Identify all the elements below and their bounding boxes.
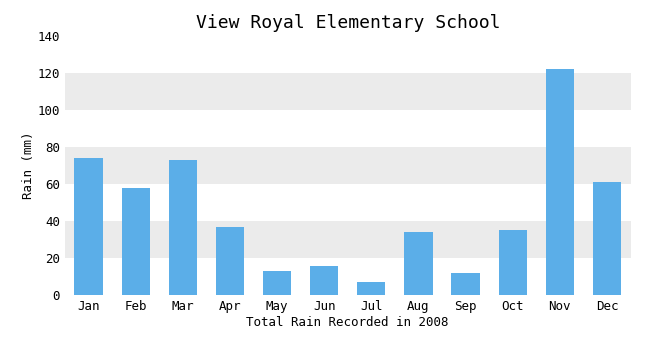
Title: View Royal Elementary School: View Royal Elementary School: [196, 14, 500, 32]
Bar: [216, 227, 244, 295]
Bar: [74, 158, 103, 295]
Bar: [451, 273, 480, 295]
Bar: [545, 69, 574, 295]
Bar: [65, 147, 630, 184]
Bar: [65, 73, 630, 110]
Bar: [593, 182, 621, 295]
Bar: [404, 232, 433, 295]
Bar: [358, 282, 385, 295]
Bar: [65, 258, 630, 295]
Bar: [65, 36, 630, 73]
Bar: [65, 184, 630, 221]
Bar: [122, 188, 150, 295]
Bar: [310, 266, 338, 295]
Bar: [65, 110, 630, 147]
Bar: [499, 230, 526, 295]
Bar: [263, 271, 291, 295]
Bar: [65, 221, 630, 258]
X-axis label: Total Rain Recorded in 2008: Total Rain Recorded in 2008: [246, 316, 449, 329]
Y-axis label: Rain (mm): Rain (mm): [22, 132, 35, 199]
Bar: [169, 160, 197, 295]
